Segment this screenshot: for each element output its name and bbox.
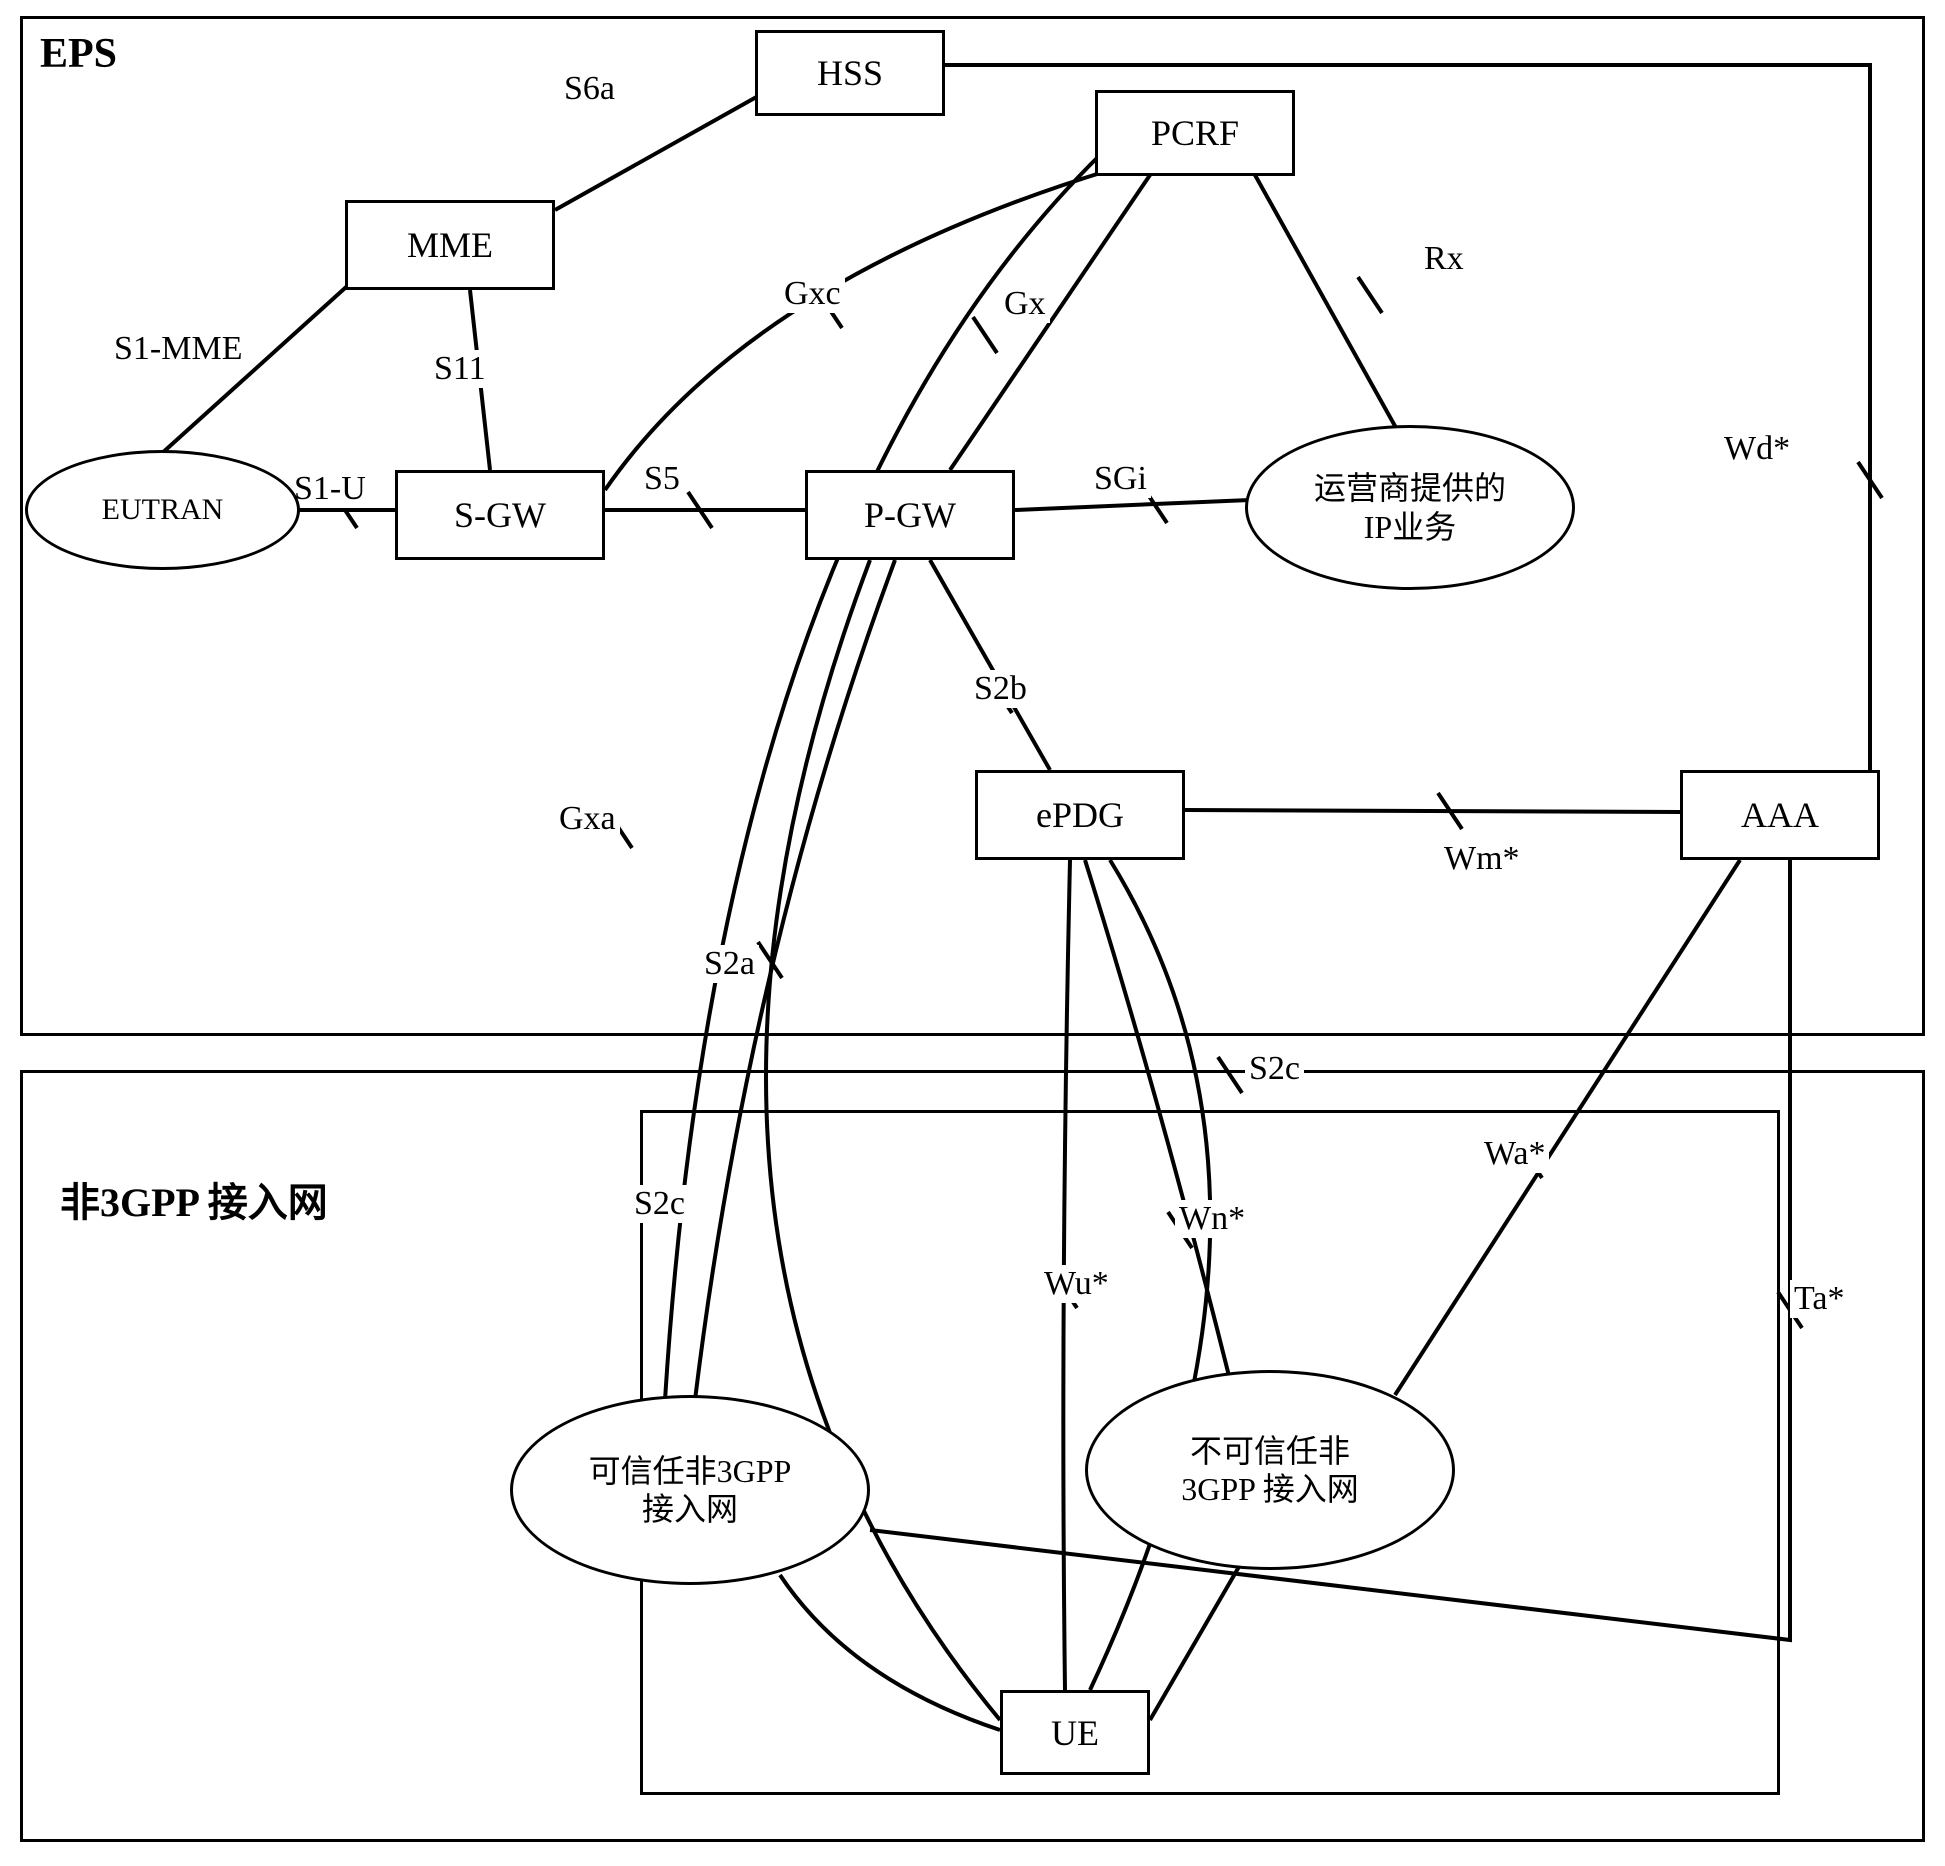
node-pgw: P-GW	[805, 470, 1015, 560]
region-eps-label: EPS	[40, 30, 117, 78]
edge-label-s11: S11	[430, 350, 490, 388]
edge-label-wd: Wd*	[1720, 430, 1794, 468]
node-sgw: S-GW	[395, 470, 605, 560]
edge-label-s2a: S2a	[700, 945, 759, 983]
edge-label-rx: Rx	[1420, 240, 1468, 278]
node-mme-label: MME	[407, 224, 493, 266]
node-ipsvc-label: 运营商提供的 IP业务	[1314, 469, 1506, 546]
node-hss: HSS	[755, 30, 945, 116]
node-hss-label: HSS	[817, 52, 883, 94]
edge-label-gxa: Gxa	[555, 800, 620, 838]
edge-label-wn: Wn*	[1175, 1200, 1249, 1238]
edge-label-s1mme: S1-MME	[110, 330, 246, 368]
node-epdg-label: ePDG	[1036, 794, 1124, 836]
edge-label-gxc: Gxc	[780, 275, 845, 313]
node-pcrf-label: PCRF	[1151, 112, 1239, 154]
node-ue-label: UE	[1051, 1712, 1099, 1754]
node-ipsvc: 运营商提供的 IP业务	[1245, 425, 1575, 590]
node-eutran: EUTRAN	[25, 450, 300, 570]
node-mme: MME	[345, 200, 555, 290]
region-non3gpp-label: 非3GPP 接入网	[60, 1170, 328, 1228]
edge-label-s5: S5	[640, 460, 684, 498]
node-ue: UE	[1000, 1690, 1150, 1775]
node-pgw-label: P-GW	[864, 494, 956, 536]
node-sgw-label: S-GW	[454, 494, 546, 536]
node-aaa: AAA	[1680, 770, 1880, 860]
node-untrusted: 不可信任非 3GPP 接入网	[1085, 1370, 1455, 1570]
node-trusted-label: 可信任非3GPP 接入网	[589, 1452, 792, 1529]
node-trusted: 可信任非3GPP 接入网	[510, 1395, 870, 1585]
edge-label-s1u: S1-U	[290, 470, 370, 508]
edge-label-s2c2: S2c	[1245, 1050, 1304, 1088]
edge-label-gx: Gx	[1000, 285, 1050, 323]
edge-label-wa: Wa*	[1480, 1135, 1549, 1173]
node-eutran-label: EUTRAN	[102, 492, 224, 528]
node-aaa-label: AAA	[1741, 794, 1819, 836]
edge-label-s2b: S2b	[970, 670, 1031, 708]
edge-label-wm: Wm*	[1440, 840, 1524, 878]
edge-label-s6a: S6a	[560, 70, 619, 108]
diagram-canvas: EPS 非3GPP 接入网 HSS PCRF MME EUTRAN S-GW P…	[0, 0, 1945, 1866]
edge-label-sgi: SGi	[1090, 460, 1151, 498]
node-pcrf: PCRF	[1095, 90, 1295, 176]
edge-label-wu: Wu*	[1040, 1265, 1113, 1303]
node-epdg: ePDG	[975, 770, 1185, 860]
node-untrusted-label: 不可信任非 3GPP 接入网	[1181, 1432, 1359, 1509]
edge-label-s2c1: S2c	[630, 1185, 689, 1223]
edge-label-ta: Ta*	[1790, 1280, 1849, 1318]
